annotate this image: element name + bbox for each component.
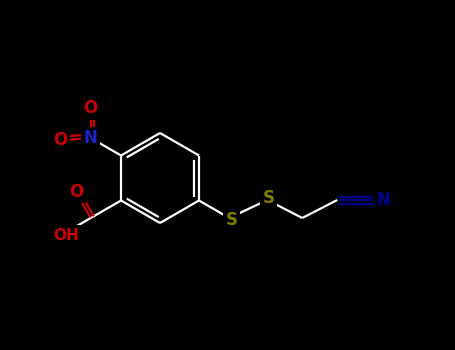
Text: O: O bbox=[54, 131, 68, 149]
Text: S: S bbox=[225, 211, 237, 229]
Text: OH: OH bbox=[54, 228, 79, 243]
Text: N: N bbox=[376, 191, 390, 209]
Text: O: O bbox=[70, 183, 84, 201]
Text: N: N bbox=[84, 129, 98, 147]
Text: S: S bbox=[262, 189, 274, 207]
Text: O: O bbox=[84, 99, 98, 117]
